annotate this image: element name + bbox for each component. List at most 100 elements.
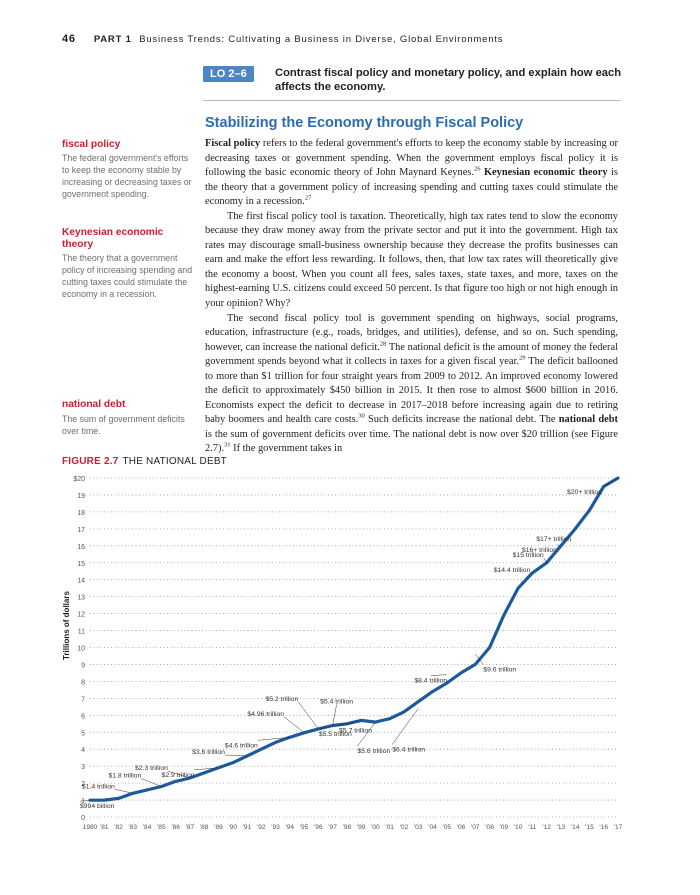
figure-number: FIGURE 2.7 [62, 456, 119, 467]
x-tick-label: '83 [129, 824, 138, 831]
annotation-leader [430, 674, 447, 676]
annotation-label: $1.4 trillion [82, 783, 115, 790]
x-tick-label: '88 [200, 824, 209, 831]
national-debt-chart: 012345678910111213141516171819$201980'81… [73, 476, 623, 831]
margin-term-fiscal-policy: fiscal policy [62, 139, 121, 150]
annotation-leader [357, 721, 376, 747]
paragraph-1: Fiscal policy refers to the federal gove… [205, 138, 618, 208]
y-tick-label: 11 [78, 629, 85, 636]
annotation-label: $4.6 trillion [225, 742, 258, 749]
annotation-label: $9.6 trillion [483, 666, 516, 673]
y-tick-label: 14 [77, 578, 85, 585]
annotation-label: $14.4 trillion [494, 567, 531, 574]
x-tick-label: '97 [328, 824, 337, 831]
annotation-label: $2.3 trillion [135, 765, 168, 772]
annotation-leader [543, 557, 547, 563]
y-tick-label: 19 [77, 493, 85, 500]
y-tick-label: 17 [77, 527, 85, 534]
x-tick-label: '86 [171, 824, 180, 831]
y-tick-label: $20 [73, 476, 85, 483]
body-text: Fiscal policy refers to the federal gove… [205, 137, 618, 457]
y-tick-label: 15 [77, 561, 85, 568]
y-tick-label: 10 [77, 646, 85, 653]
annotation-label: $5.6 trillion [357, 748, 390, 755]
annotation-label: $5.2 trillion [265, 696, 298, 703]
section-title: Stabilizing the Economy through Fiscal P… [205, 115, 524, 131]
figure-label: FIGURE 2.7 THE NATIONAL DEBT [62, 456, 227, 467]
x-tick-label: '89 [214, 824, 223, 831]
annotation-label: $5.5 trillion [319, 731, 352, 738]
x-tick-label: '03 [414, 824, 423, 831]
annotation-leader [298, 701, 319, 730]
x-tick-label: '81 [100, 824, 109, 831]
margin-term-national-debt: national debt [62, 399, 126, 410]
x-tick-label: '07 [471, 824, 480, 831]
x-tick-label: '14 [571, 824, 580, 831]
y-tick-label: 2 [81, 781, 85, 788]
annotation-label: $5.4 trillion [320, 698, 353, 705]
annotation-leader [475, 654, 484, 665]
x-tick-label: '10 [514, 824, 523, 831]
margin-def-keynesian: The theory that a government policy of i… [62, 253, 193, 300]
x-tick-label: '11 [528, 824, 536, 831]
annotation-leader [283, 716, 305, 733]
x-tick-label: '91 [243, 824, 252, 831]
margin-term-keynesian: Keynesian economic theory [62, 227, 164, 250]
x-tick-label: '96 [314, 824, 323, 831]
y-tick-label: 7 [81, 696, 85, 703]
annotation-label: $6.4 trillion [392, 747, 425, 754]
x-tick-label: '17 [614, 824, 623, 831]
page-number: 46 [62, 33, 76, 45]
x-tick-label: '90 [228, 824, 237, 831]
x-tick-label: '12 [542, 824, 551, 831]
annotation-leader [224, 754, 247, 757]
annotation-label: $5.7 trillion [339, 727, 372, 734]
learning-objective: LO 2–6 Contrast fiscal policy and moneta… [203, 66, 621, 101]
annotation-leader [114, 789, 133, 794]
annotation-leader [79, 799, 91, 802]
x-tick-label: '01 [385, 824, 394, 831]
debt-series-line [88, 476, 620, 802]
annotation-leader [570, 528, 576, 535]
y-tick-label: 0 [81, 815, 85, 822]
paragraph-2: The first fiscal policy tool is taxation… [205, 210, 618, 310]
annotation-leader [141, 778, 162, 787]
y-tick-label: 4 [81, 747, 85, 754]
y-tick-label: 16 [77, 544, 85, 551]
x-tick-label: '13 [557, 824, 566, 831]
x-tick-label: '08 [485, 824, 494, 831]
annotation-label: $16+ trillion [522, 547, 557, 554]
x-tick-label: '15 [585, 824, 594, 831]
x-tick-label: '06 [457, 824, 466, 831]
x-tick-label: '09 [500, 824, 509, 831]
running-header: 46 PART 1 Business Trends: Cultivating a … [62, 33, 503, 45]
part-label: PART 1 [93, 34, 132, 45]
annotation-label: $2.9 trillion [162, 772, 195, 779]
paragraph-3: The second fiscal policy tool is governm… [205, 312, 619, 455]
annotation-leader [556, 544, 561, 547]
annotation-label: $994 billion [80, 803, 115, 810]
annotation-leader [339, 720, 362, 726]
y-tick-label: 3 [81, 764, 85, 771]
x-tick-label: '94 [285, 824, 294, 831]
x-tick-label: '87 [186, 824, 195, 831]
annotation-label: $4.96 trillion [247, 711, 284, 718]
x-tick-label: '00 [371, 824, 380, 831]
annotation-label: $15 trillion [513, 552, 544, 559]
y-tick-label: 6 [81, 713, 85, 720]
annotation-label: $8.4 trillion [414, 678, 447, 685]
y-tick-label: 12 [77, 612, 85, 619]
lo-badge: LO 2–6 [203, 66, 254, 82]
y-tick-label: 8 [81, 679, 85, 686]
running-title: Business Trends: Cultivating a Business … [139, 34, 504, 45]
x-tick-label: '85 [157, 824, 166, 831]
x-tick-label: '99 [357, 824, 366, 831]
annotation-leader [167, 770, 190, 779]
annotation-label: $3.6 trillion [192, 749, 225, 756]
y-tick-label: 9 [81, 662, 85, 669]
y-tick-label: 13 [77, 595, 85, 602]
x-tick-label: '93 [271, 824, 280, 831]
margin-def-national-debt: The sum of government deficits over time… [62, 414, 185, 437]
annotation-leader [332, 704, 337, 726]
y-tick-label: 18 [77, 510, 85, 517]
